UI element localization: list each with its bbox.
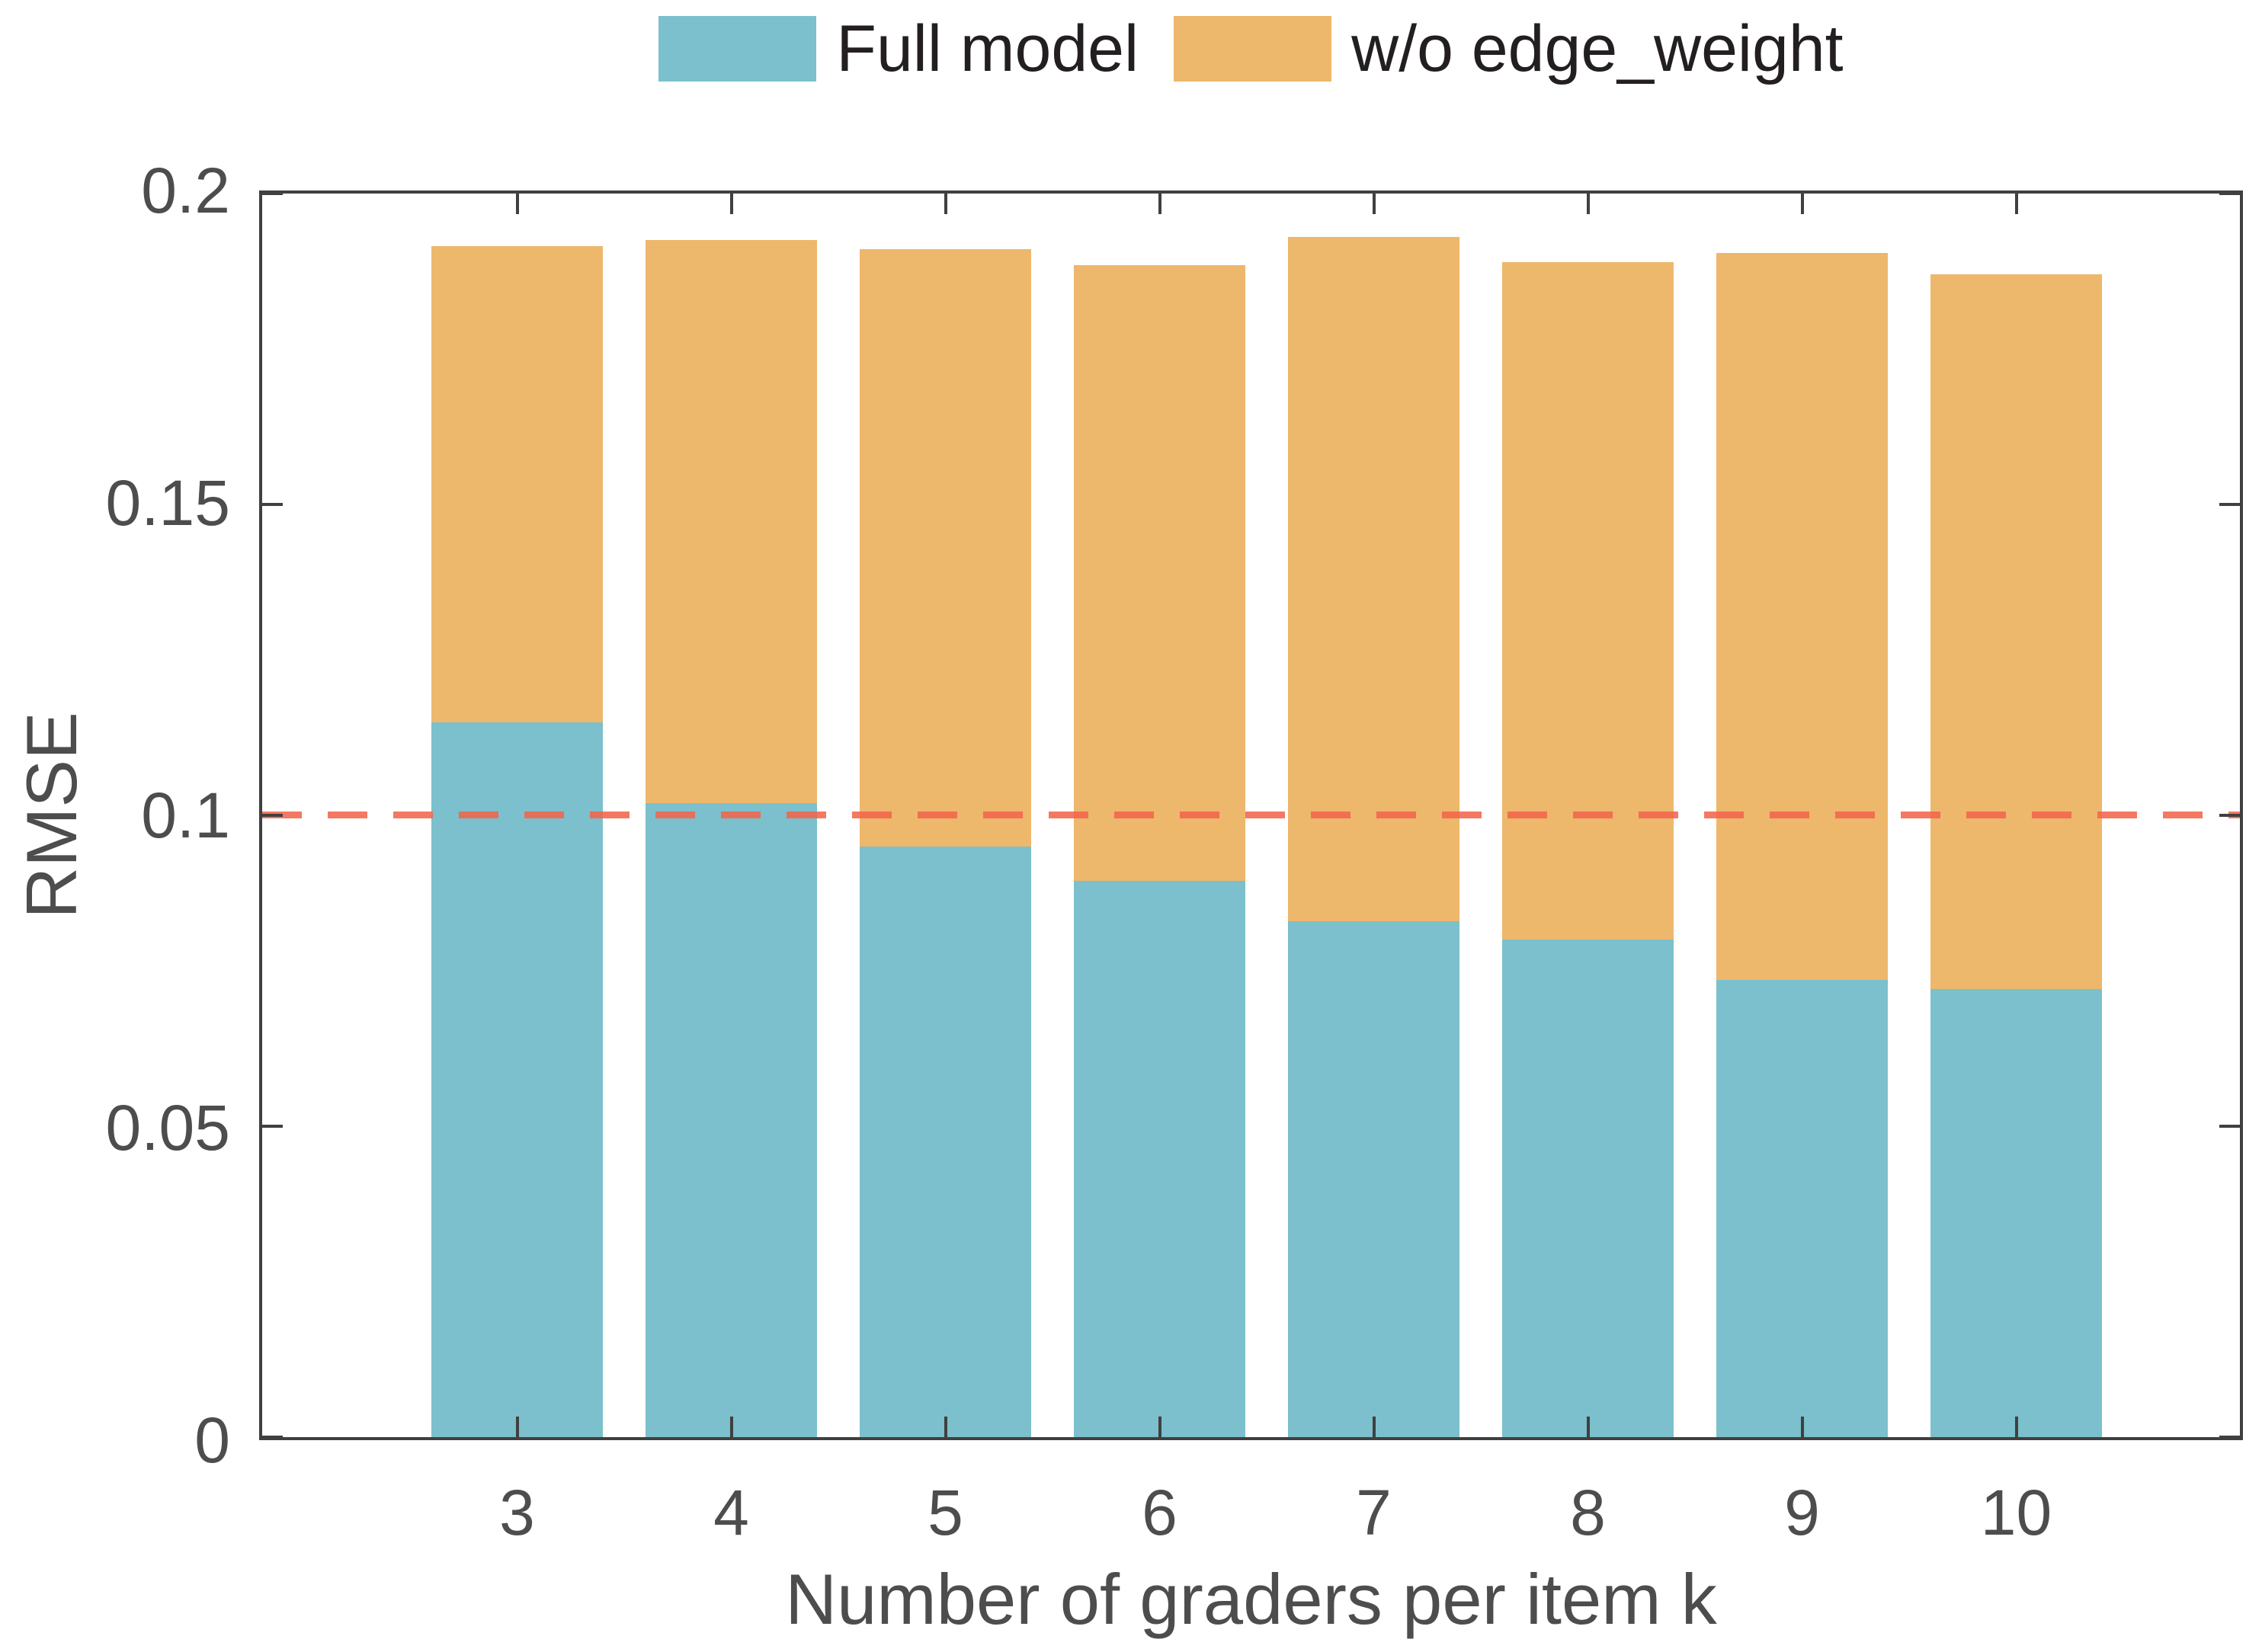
- bar-full-model: [1930, 989, 2102, 1437]
- bar-full-model: [860, 846, 1031, 1437]
- plot-area: 3 4 5 6 7 8 9 10: [259, 190, 2243, 1545]
- x-tick-mark-top: [2014, 194, 2018, 214]
- x-tick-mark: [1372, 1417, 1376, 1437]
- bar-group-k3: 3: [431, 194, 603, 1545]
- x-tick-mark: [1158, 1417, 1161, 1437]
- bar-group-k5: 5: [860, 194, 1031, 1545]
- y-tick-mark: [262, 503, 283, 506]
- legend-item-wo-edge-weight: w/o edge_weight: [1174, 12, 1844, 85]
- y-tick-label: 0.2: [141, 155, 230, 226]
- y-tick-mark: [2219, 1436, 2240, 1439]
- x-tick-mark: [2014, 1417, 2018, 1437]
- bar-full-model: [1288, 920, 1459, 1437]
- x-tick-label: 10: [1980, 1477, 2052, 1548]
- x-tick-mark: [515, 1417, 519, 1437]
- x-tick-label: 5: [928, 1477, 963, 1548]
- bar-full-model: [1502, 940, 1674, 1437]
- x-tick-mark: [1800, 1417, 1804, 1437]
- bar-full-model: [431, 722, 603, 1437]
- bar-group-k9: 9: [1716, 194, 1888, 1545]
- bar-full-model: [646, 802, 817, 1437]
- y-tick-label: 0: [194, 1404, 230, 1476]
- y-tick-mark: [262, 1436, 283, 1439]
- y-tick-label: 0.15: [105, 467, 231, 539]
- x-tick-mark-top: [729, 194, 733, 214]
- y-tick-mark: [262, 192, 283, 195]
- x-tick-mark: [1586, 1417, 1590, 1437]
- y-tick-label: 0.1: [141, 780, 230, 851]
- x-tick-mark-top: [1158, 194, 1161, 214]
- x-tick-mark-top: [515, 194, 519, 214]
- legend-item-full-model: Full model: [658, 16, 1139, 82]
- bar-full-model: [1716, 980, 1888, 1437]
- x-tick-label: 7: [1356, 1477, 1392, 1548]
- legend-label-wo-edge-weight: w/o edge_weight: [1351, 12, 1844, 85]
- x-tick-mark: [729, 1417, 733, 1437]
- x-tick-label: 6: [1142, 1477, 1177, 1548]
- x-tick-label: 8: [1570, 1477, 1606, 1548]
- legend-swatch-wo-edge-weight: [1174, 16, 1332, 82]
- y-tick-mark: [2219, 503, 2240, 506]
- x-tick-mark-top: [1586, 194, 1590, 214]
- bar-group-k8: 8: [1502, 194, 1674, 1545]
- legend-label-full-model: Full model: [836, 12, 1139, 85]
- reference-line: [262, 812, 2240, 818]
- x-tick-mark-top: [1372, 194, 1376, 214]
- x-tick-mark-top: [1800, 194, 1804, 214]
- y-tick-label: 0.05: [105, 1092, 231, 1164]
- x-tick-label: 4: [713, 1477, 749, 1548]
- bar-group-k4: 4: [646, 194, 817, 1545]
- y-tick-labels: 0.2 0.15 0.1 0.05 0: [0, 158, 231, 1472]
- y-tick-mark: [2219, 192, 2240, 195]
- x-tick-label: 3: [499, 1477, 535, 1548]
- bar-full-model: [1074, 880, 1245, 1437]
- legend-swatch-full-model: [658, 16, 817, 82]
- x-tick-label: 9: [1784, 1477, 1820, 1548]
- y-tick-mark: [2219, 1125, 2240, 1128]
- bar-group-k10: 10: [1930, 194, 2102, 1545]
- bar-group-k6: 6: [1074, 194, 1245, 1545]
- legend: Full model w/o edge_weight: [259, 9, 2243, 88]
- y-tick-mark: [2219, 814, 2240, 817]
- x-tick-mark: [944, 1417, 947, 1437]
- y-tick-mark: [262, 814, 283, 817]
- x-tick-mark-top: [944, 194, 947, 214]
- bar-group-k7: 7: [1288, 194, 1459, 1545]
- x-axis-title: Number of graders per item k: [785, 1559, 1717, 1639]
- y-tick-mark: [262, 1125, 283, 1128]
